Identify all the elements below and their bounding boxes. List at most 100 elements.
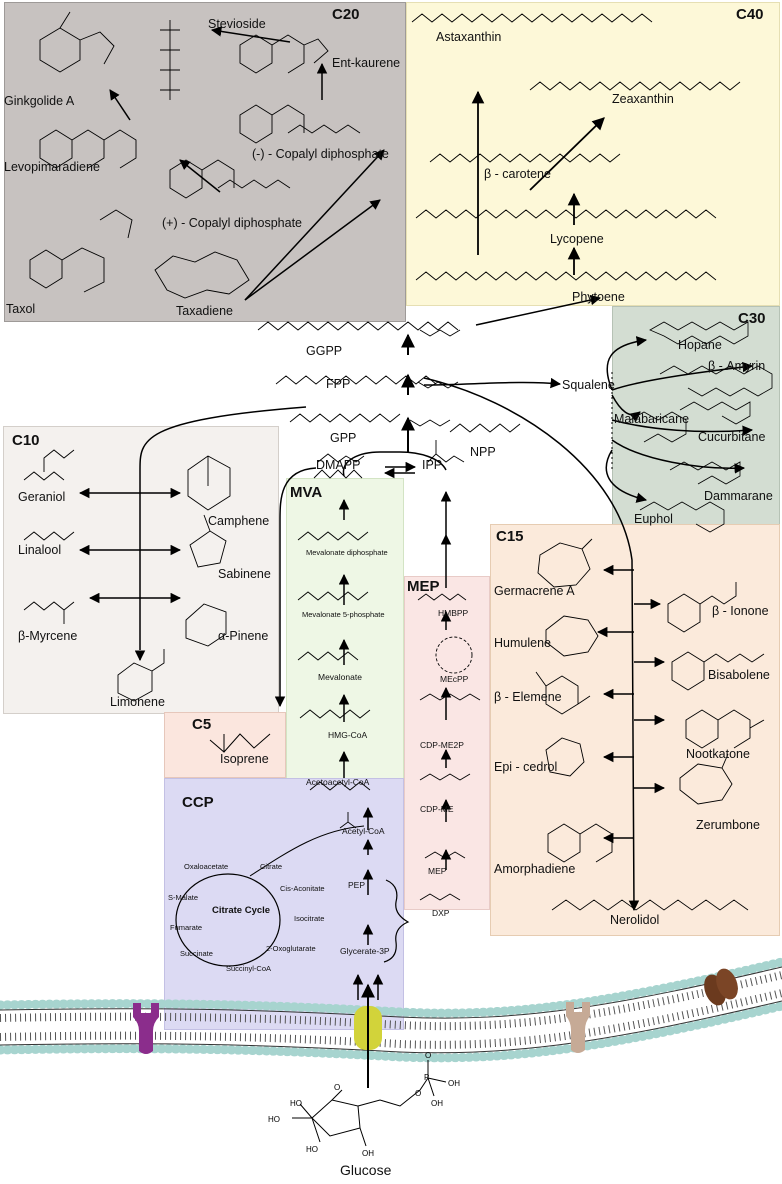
c20-structures bbox=[29, 11, 361, 299]
label-squalene: Squalene bbox=[562, 378, 615, 392]
label-nerolidol: Nerolidol bbox=[610, 913, 660, 927]
membrane-protein-purple bbox=[133, 1003, 159, 1054]
label-dammarane: Dammarane bbox=[704, 489, 773, 503]
c15-arrows bbox=[596, 564, 666, 844]
svg-text:P: P bbox=[424, 1073, 429, 1082]
section-title-c30: C30 bbox=[738, 310, 766, 327]
label-citrate-cycle: Citrate Cycle bbox=[212, 905, 271, 916]
c40-structures bbox=[411, 13, 741, 281]
cell-membrane bbox=[0, 957, 782, 1063]
section-title-c15: C15 bbox=[496, 528, 524, 545]
label-bisabolene: Bisabolene bbox=[708, 668, 770, 682]
c10-structures bbox=[23, 449, 231, 702]
label-mevalonate-5-phosphate: Mevalonate 5-phosphate bbox=[302, 610, 385, 619]
label-mep: MEP bbox=[428, 866, 447, 876]
svg-text:OH: OH bbox=[362, 1149, 374, 1158]
branch-arrows bbox=[134, 149, 640, 912]
label-nootkatone: Nootkatone bbox=[686, 747, 750, 761]
section-title-c40: C40 bbox=[736, 6, 764, 23]
label-amorphadiene: Amorphadiene bbox=[494, 862, 576, 876]
section-title-ccp: CCP bbox=[182, 794, 214, 811]
label-cdp-me2p: CDP-ME2P bbox=[420, 740, 464, 750]
c40-arrows bbox=[471, 90, 605, 275]
section-title-mep: MEP bbox=[407, 578, 440, 595]
label-mecpp: MEcPP bbox=[440, 674, 469, 684]
label-pep: PEP bbox=[348, 880, 366, 890]
ccp-arrows bbox=[352, 806, 384, 1088]
label-euphol: Euphol bbox=[634, 512, 673, 526]
label-lycopene: Lycopene bbox=[550, 232, 604, 246]
label-dxp: DXP bbox=[432, 908, 450, 918]
label-levopimaradiene: Levopimaradiene bbox=[4, 160, 100, 174]
section-title-c20: C20 bbox=[332, 6, 360, 23]
mep-structures bbox=[417, 593, 481, 901]
c15-structures bbox=[535, 538, 765, 911]
label-gpp: GPP bbox=[330, 431, 357, 445]
label-npp: NPP bbox=[470, 445, 496, 459]
section-title-mva: MVA bbox=[290, 484, 323, 501]
label-beta-elemene: β - Elemene bbox=[494, 690, 562, 704]
svg-text:HO: HO bbox=[268, 1115, 280, 1124]
label-linalool: Linalool bbox=[18, 543, 62, 557]
label-hmg-coa: HMG-CoA bbox=[328, 730, 368, 740]
label-taxadiene: Taxadiene bbox=[176, 304, 233, 318]
label-epi-cedrol: Epi - cedrol bbox=[494, 760, 558, 774]
label-isocitrate: Isocitrate bbox=[294, 914, 325, 923]
label-cucurbitane: Cucurbitane bbox=[698, 430, 766, 444]
label-ipp: IPP bbox=[422, 458, 443, 472]
label-hopane: Hopane bbox=[678, 338, 722, 352]
label-hmbpp: HMBPP bbox=[438, 608, 469, 618]
svg-text:O: O bbox=[334, 1083, 340, 1092]
label-cis-aconitate: Cis-Aconitate bbox=[280, 884, 325, 893]
prenyl-chains bbox=[257, 321, 461, 427]
label-zeaxanthin: Zeaxanthin bbox=[612, 92, 674, 106]
section-title-c5: C5 bbox=[192, 716, 212, 733]
label-geraniol: Geraniol bbox=[18, 490, 66, 504]
svg-text:O: O bbox=[425, 1051, 431, 1060]
dmapp-ipp-arrows bbox=[342, 333, 452, 535]
label-humulene: Humulene bbox=[494, 636, 551, 650]
label-germacrene-a: Germacrene A bbox=[494, 584, 575, 598]
c40-region bbox=[406, 2, 780, 306]
svg-text:OH: OH bbox=[448, 1079, 460, 1088]
label-alpha-pinene: α-Pinene bbox=[218, 629, 269, 643]
svg-text:O: O bbox=[415, 1089, 421, 1098]
glucose-structure: O HO HO HO OH O O OH OH P bbox=[268, 1051, 460, 1158]
label-mevalonate: Mevalonate bbox=[318, 672, 362, 682]
isoprene-structure bbox=[209, 733, 271, 753]
label-dmapp: DMAPP bbox=[316, 458, 361, 472]
label-beta-myrcene: β-Myrcene bbox=[18, 629, 78, 643]
dmapp-ipp-structures bbox=[317, 423, 521, 463]
label-oxaloacetate: Oxaloacetate bbox=[184, 862, 229, 871]
c10-arrows bbox=[78, 487, 182, 604]
label-beta-amyrin: β - Amyrin bbox=[708, 359, 766, 373]
label-succinate: Succinate bbox=[180, 949, 213, 958]
label-glycerate-3p: Glycerate-3P bbox=[340, 946, 390, 956]
label-s-malate: S-Malate bbox=[168, 893, 199, 902]
citrate-cycle-circle bbox=[175, 825, 410, 967]
label-ggpp: GGPP bbox=[306, 344, 343, 358]
svg-text:HO: HO bbox=[306, 1145, 318, 1154]
label-phytoene: Phytoene bbox=[572, 290, 625, 304]
c15-region bbox=[490, 524, 780, 936]
membrane-protein-tan bbox=[566, 1002, 590, 1053]
label-limonene: Limonene bbox=[110, 695, 165, 709]
mva-structures bbox=[297, 469, 371, 829]
label-succinyl-coa: Succinyl-CoA bbox=[226, 964, 272, 973]
c5-region bbox=[164, 712, 286, 778]
label-acetyl-coa: Acetyl-CoA bbox=[342, 826, 385, 836]
label-taxol: Taxol bbox=[6, 302, 36, 316]
label-ent-kaurene: Ent-kaurene bbox=[332, 56, 401, 70]
label-glucose: Glucose bbox=[340, 1162, 392, 1178]
label-stevioside: Stevioside bbox=[208, 17, 266, 31]
label-copalyl-plus: (+) - Copalyl diphosphate bbox=[162, 216, 303, 230]
label-zerumbone: Zerumbone bbox=[696, 818, 760, 832]
c20-arrows bbox=[109, 26, 328, 193]
label-fpp: FPP bbox=[326, 377, 351, 391]
c20-region bbox=[4, 2, 406, 322]
c30-structures bbox=[629, 321, 773, 533]
label-ginkgolide-a: Ginkgolide A bbox=[4, 94, 75, 108]
svg-text:HO: HO bbox=[290, 1099, 302, 1108]
